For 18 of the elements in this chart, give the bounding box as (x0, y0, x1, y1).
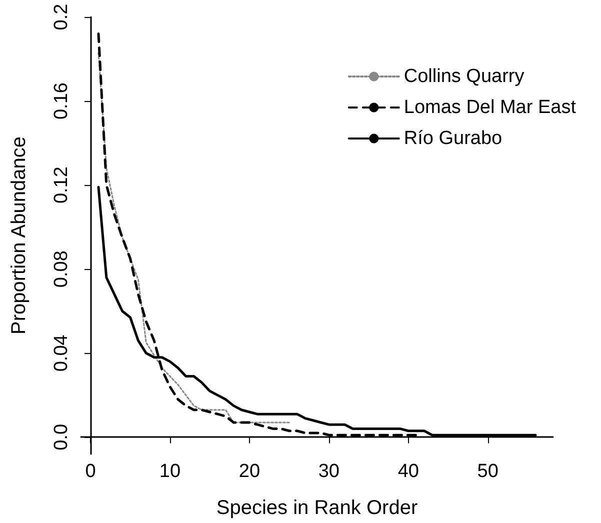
x-tick-label: 40 (398, 461, 419, 482)
x-tick-label: 20 (238, 461, 260, 482)
x-tick-label: 30 (318, 461, 340, 482)
line-series (98, 52, 290, 424)
legend-label: Río Gurabo (404, 128, 502, 149)
legend-label: Collins Quarry (404, 66, 525, 87)
x-axis-title: Species in Rank Order (216, 497, 418, 519)
x-tick-label: 0 (85, 461, 96, 482)
x-tick-label: 10 (159, 461, 181, 482)
legend-label: Lomas Del Mar East (404, 97, 577, 118)
y-tick-label: 0.08 (51, 250, 72, 288)
y-tick-label: 0.12 (51, 166, 72, 204)
y-tick-label: 0.0 (51, 424, 72, 450)
y-tick-label: 0.2 (51, 4, 72, 30)
x-tick-label: 50 (477, 461, 498, 482)
y-tick-label: 0.04 (51, 334, 72, 372)
y-tick-label: 0.16 (51, 82, 72, 120)
y-axis-title: Proportion Abundance (8, 136, 30, 334)
